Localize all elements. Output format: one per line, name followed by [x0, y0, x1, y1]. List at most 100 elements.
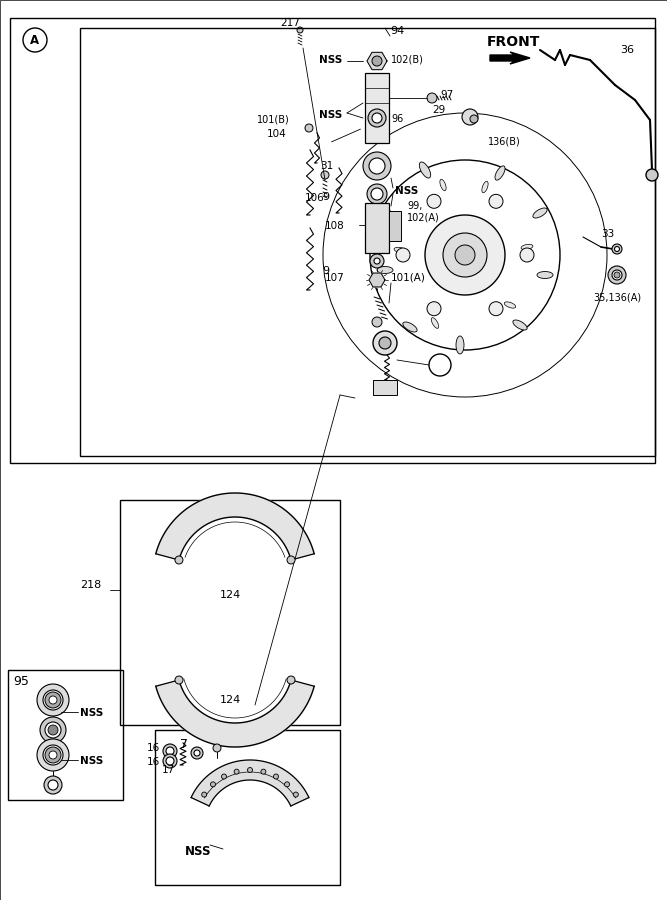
- Circle shape: [305, 124, 313, 132]
- Circle shape: [37, 739, 69, 771]
- Polygon shape: [156, 680, 314, 747]
- Circle shape: [221, 774, 227, 779]
- Circle shape: [373, 331, 397, 355]
- Text: NSS: NSS: [185, 845, 211, 858]
- Circle shape: [49, 696, 57, 704]
- Circle shape: [261, 770, 266, 774]
- Text: 101(B): 101(B): [257, 115, 289, 125]
- Circle shape: [43, 690, 63, 710]
- Circle shape: [191, 747, 203, 759]
- Circle shape: [44, 776, 62, 794]
- Circle shape: [429, 354, 451, 376]
- Ellipse shape: [482, 181, 488, 193]
- Circle shape: [489, 194, 503, 208]
- Text: 17: 17: [162, 765, 175, 775]
- Text: A: A: [31, 33, 39, 47]
- Polygon shape: [156, 493, 314, 560]
- Circle shape: [166, 757, 174, 765]
- Text: 16: 16: [147, 743, 160, 753]
- Ellipse shape: [456, 336, 464, 354]
- Circle shape: [321, 171, 329, 179]
- Text: 29: 29: [432, 105, 446, 115]
- Circle shape: [37, 684, 69, 716]
- Circle shape: [425, 215, 505, 295]
- Circle shape: [287, 556, 295, 564]
- Text: 106: 106: [305, 193, 325, 203]
- Polygon shape: [191, 760, 309, 806]
- Text: 35,136(A): 35,136(A): [593, 292, 641, 302]
- Circle shape: [612, 244, 622, 254]
- Circle shape: [285, 782, 289, 787]
- Bar: [365, 203, 389, 253]
- Polygon shape: [369, 273, 385, 287]
- Ellipse shape: [380, 208, 394, 218]
- Text: 99,: 99,: [407, 201, 422, 211]
- Text: 107: 107: [325, 273, 345, 283]
- Ellipse shape: [521, 244, 533, 249]
- Circle shape: [608, 266, 626, 284]
- Text: 9: 9: [322, 192, 329, 202]
- Circle shape: [48, 780, 58, 790]
- Circle shape: [43, 745, 63, 765]
- Circle shape: [470, 115, 478, 123]
- Circle shape: [48, 725, 58, 735]
- Circle shape: [293, 792, 298, 797]
- Circle shape: [49, 751, 57, 759]
- Circle shape: [371, 188, 383, 200]
- Text: NSS: NSS: [319, 55, 342, 65]
- Circle shape: [45, 692, 61, 708]
- Ellipse shape: [495, 166, 505, 180]
- Circle shape: [45, 747, 61, 763]
- Circle shape: [211, 782, 215, 787]
- Circle shape: [234, 770, 239, 774]
- Text: 108: 108: [325, 221, 345, 231]
- Bar: [155, 730, 340, 885]
- Circle shape: [247, 768, 253, 772]
- Circle shape: [166, 747, 174, 755]
- Text: 94: 94: [390, 26, 404, 36]
- Circle shape: [363, 152, 391, 180]
- Circle shape: [462, 109, 478, 125]
- Text: 95: 95: [13, 675, 29, 688]
- Circle shape: [427, 93, 437, 103]
- Circle shape: [45, 722, 61, 738]
- Bar: [10, 18, 655, 463]
- Circle shape: [372, 317, 382, 327]
- Text: 124: 124: [220, 590, 241, 600]
- Text: 124: 124: [220, 695, 241, 705]
- Circle shape: [213, 744, 221, 752]
- Text: 26: 26: [435, 365, 449, 375]
- Circle shape: [201, 792, 207, 797]
- Circle shape: [489, 302, 503, 316]
- Ellipse shape: [394, 248, 406, 253]
- Circle shape: [614, 272, 620, 278]
- Ellipse shape: [377, 266, 393, 274]
- Circle shape: [297, 27, 303, 33]
- Bar: [373, 380, 397, 395]
- Circle shape: [194, 750, 200, 756]
- Circle shape: [163, 744, 177, 758]
- Text: 97: 97: [440, 90, 454, 100]
- Text: 16: 16: [147, 757, 160, 767]
- Circle shape: [612, 270, 622, 280]
- Circle shape: [374, 258, 380, 264]
- Ellipse shape: [432, 318, 439, 328]
- Polygon shape: [490, 52, 530, 64]
- Text: 9: 9: [322, 266, 329, 276]
- Text: NSS: NSS: [80, 708, 103, 718]
- Ellipse shape: [533, 208, 547, 218]
- Circle shape: [614, 247, 620, 251]
- Text: 102(A): 102(A): [407, 213, 440, 223]
- Bar: [389, 211, 401, 241]
- Text: 136(B): 136(B): [488, 137, 521, 147]
- Text: 7: 7: [180, 738, 188, 751]
- Polygon shape: [367, 52, 387, 69]
- Circle shape: [315, 105, 615, 405]
- Bar: [80, 28, 655, 456]
- Text: FRONT: FRONT: [487, 35, 540, 49]
- Ellipse shape: [403, 322, 417, 332]
- Circle shape: [520, 248, 534, 262]
- Text: NSS: NSS: [395, 186, 418, 196]
- Circle shape: [40, 717, 66, 743]
- Circle shape: [396, 248, 410, 262]
